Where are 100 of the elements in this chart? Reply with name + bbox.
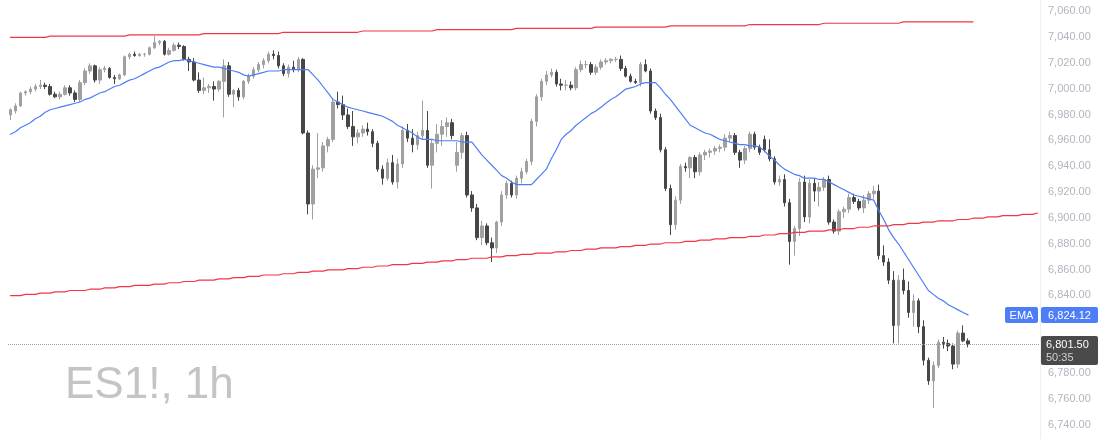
candlestick: [569, 80, 573, 91]
text: EMA: [1009, 308, 1035, 321]
candlestick: [366, 122, 369, 137]
candlestick: [644, 58, 647, 73]
candlestick: [287, 64, 290, 78]
candlestick: [922, 319, 925, 366]
candlestick: [401, 126, 404, 169]
candlestick: [932, 361, 935, 409]
candlestick: [123, 55, 126, 77]
candlestick: [128, 52, 131, 60]
candlestick: [19, 91, 22, 108]
y-tick-label: 7,040.00: [1048, 30, 1091, 43]
candlestick: [93, 64, 97, 84]
candlestick: [505, 180, 508, 200]
candlestick: [267, 51, 270, 64]
candlestick: [133, 51, 136, 58]
candlestick: [158, 39, 161, 46]
candlestick: [29, 86, 32, 95]
candlestick: [684, 162, 687, 173]
candlestick: [887, 257, 890, 285]
candlestick: [763, 135, 766, 153]
candlestick: [917, 297, 920, 334]
candlestick: [421, 100, 424, 140]
candlestick: [371, 128, 374, 148]
line-series: [9, 58, 969, 316]
candlestick: [793, 225, 796, 257]
candlestick: [540, 78, 543, 102]
candlestick: [495, 220, 498, 254]
candlestick: [113, 74, 116, 85]
candlestick: [589, 61, 593, 76]
y-tick-label: 6,780.00: [1048, 365, 1091, 378]
y-tick-label: 7,060.00: [1048, 4, 1091, 17]
candlestick: [545, 70, 548, 86]
y-tick-label: 6,740.00: [1048, 417, 1091, 430]
y-tick-label: 6,860.00: [1048, 262, 1091, 275]
candlestick: [411, 128, 414, 153]
candlestick: [664, 146, 667, 192]
candlestick: [148, 45, 151, 57]
candlestick: [138, 52, 141, 58]
candlestick: [649, 67, 652, 115]
candlestick: [912, 293, 915, 328]
candlestick: [515, 175, 518, 200]
y-tick-label: 6,960.00: [1048, 133, 1091, 146]
candlestick: [510, 180, 513, 199]
candlestick: [674, 195, 677, 231]
candlestick: [24, 89, 27, 97]
y-tick-label: 6,760.00: [1048, 391, 1091, 404]
candlestick: [520, 167, 523, 184]
candlestick: [381, 164, 384, 186]
line-series: [9, 21, 974, 39]
candlestick: [153, 35, 156, 50]
candlestick: [639, 61, 642, 88]
y-tick-label: 6,880.00: [1048, 236, 1091, 249]
candlestick: [450, 118, 454, 140]
candlestick: [798, 177, 801, 237]
candlestick: [877, 184, 880, 261]
candlestick: [783, 173, 786, 208]
candlestick: [237, 87, 240, 102]
text: 6,824.12: [1048, 308, 1091, 321]
candlestick: [426, 110, 429, 169]
y-tick-label: 6,920.00: [1048, 185, 1091, 198]
candlestick: [98, 66, 102, 85]
y-tick-label: 7,000.00: [1048, 81, 1091, 94]
candlestick: [634, 78, 637, 85]
candlestick: [659, 113, 662, 153]
candlestick: [272, 49, 275, 60]
candlestick: [376, 140, 379, 173]
candlestick: [550, 67, 553, 78]
text: ES1!, 1h: [65, 357, 234, 407]
candlestick: [262, 57, 265, 69]
candlestick: [892, 270, 895, 344]
candlestick: [535, 93, 538, 128]
candlestick: [297, 56, 300, 73]
candlestick: [882, 244, 885, 267]
candlestick: [257, 61, 260, 73]
candlestick: [927, 357, 930, 386]
candlestick: [227, 61, 231, 98]
candlestick: [525, 158, 528, 175]
candlestick: [391, 154, 394, 186]
y-tick-label: 6,980.00: [1048, 107, 1091, 120]
y-tick-label: 6,900.00: [1048, 210, 1091, 223]
candlestick: [480, 220, 484, 246]
candlestick: [693, 154, 697, 179]
candlestick: [679, 163, 682, 205]
candlestick: [654, 107, 657, 121]
candlestick: [530, 118, 533, 166]
candlestick: [902, 268, 905, 295]
candlestick: [34, 83, 37, 93]
candlestick: [778, 175, 781, 187]
candlestick: [813, 177, 816, 202]
text: 50:35: [1046, 351, 1074, 364]
candlestick: [282, 62, 285, 77]
candlestick: [232, 88, 235, 108]
candlestick: [163, 39, 166, 57]
line-series: [9, 212, 1039, 297]
candlestick: [669, 184, 672, 236]
candlestick: [118, 73, 121, 81]
candlestick: [907, 280, 910, 319]
y-tick-label: 7,020.00: [1048, 55, 1091, 68]
candlestick: [386, 158, 389, 182]
